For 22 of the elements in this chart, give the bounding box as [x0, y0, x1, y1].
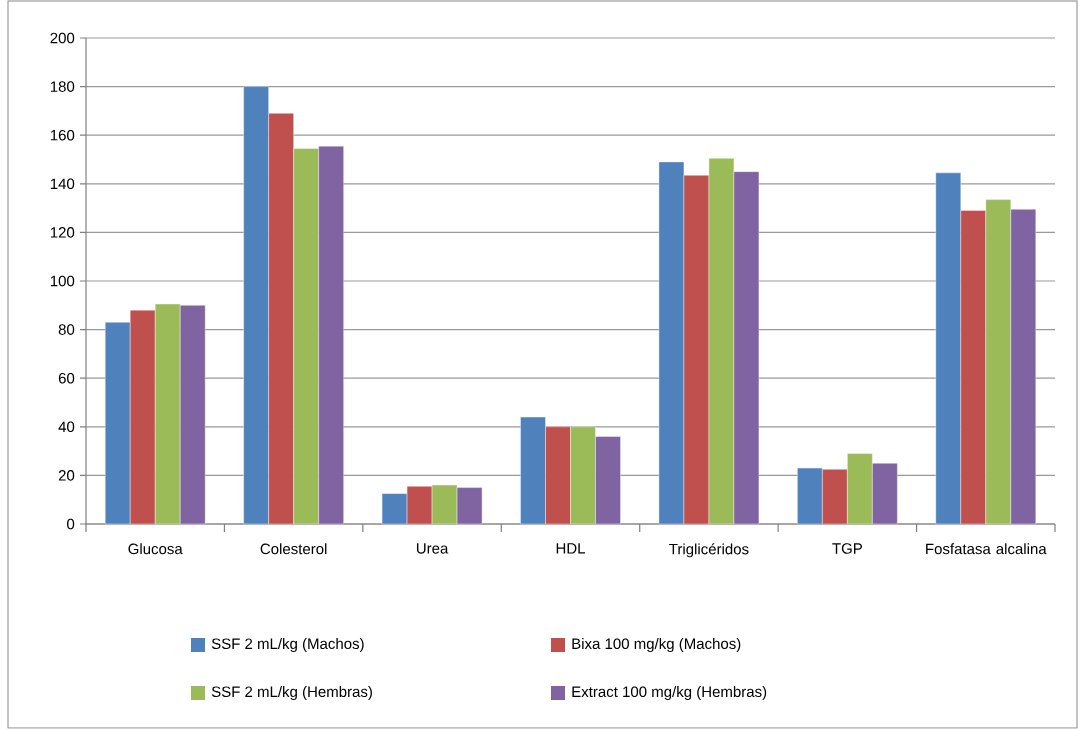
legend-label: SSF 2 mL/kg (Machos): [211, 638, 364, 652]
legend-label: SSF 2 mL/kg (Hembras): [211, 686, 372, 700]
y-tick-label: 160: [50, 129, 75, 141]
legend-label: Extract 100 mg/kg (Hembras): [572, 686, 767, 700]
legend-label: Bixa 100 mg/kg (Machos): [572, 638, 741, 652]
y-tick-label: 20: [58, 470, 75, 481]
x-tick-label: Triglicéridos: [669, 543, 749, 558]
x-tick-label: Urea: [416, 543, 449, 554]
x-tick-label: Glucosa: [128, 543, 183, 555]
y-tick-label: 0: [67, 518, 75, 530]
y-tick-label: 80: [58, 324, 75, 335]
y-tick-label: 120: [50, 227, 75, 238]
y-tick-label: 40: [58, 421, 75, 433]
y-tick-label: 140: [50, 178, 75, 190]
y-tick-label: 200: [50, 32, 75, 44]
x-tick-label: Fosfatasa alcalina: [926, 543, 1047, 555]
x-tick-label: Colesterol: [260, 543, 327, 555]
x-tick-label: TGP: [832, 543, 862, 554]
y-tick-label: 180: [50, 81, 75, 92]
y-tick-label: 60: [58, 372, 75, 384]
x-tick-label: HDL: [556, 543, 585, 554]
y-tick-label: 100: [50, 275, 75, 287]
